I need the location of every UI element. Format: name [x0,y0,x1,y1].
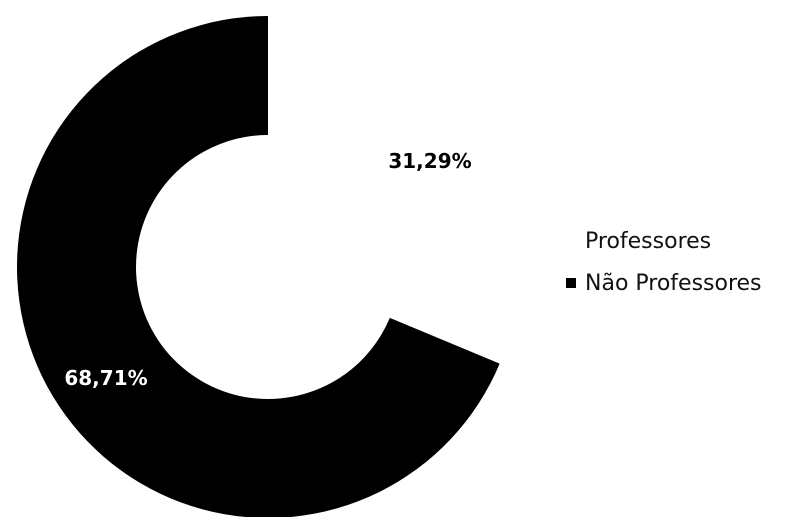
slice-n-o-professores [17,16,500,517]
donut-slices [17,16,519,517]
legend-label: Não Professores [585,271,762,296]
legend-swatch [566,236,576,246]
legend-swatch [566,278,576,288]
slice-professores [268,16,519,364]
slice-label: 31,29% [388,149,471,173]
legend: Professores Não Professores [566,229,762,296]
legend-label: Professores [585,229,711,254]
slice-label: 68,71% [64,366,147,390]
slice-labels: 31,29% 68,71% [64,149,471,390]
